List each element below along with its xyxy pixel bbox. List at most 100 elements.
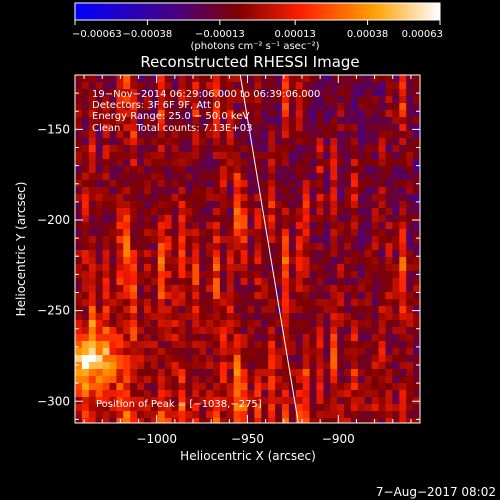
heatmap-cell (171, 103, 179, 111)
heatmap-cell (206, 236, 214, 244)
heatmap-cell (261, 201, 269, 209)
heatmap-cell (295, 397, 303, 405)
heatmap-cell (219, 383, 228, 391)
heatmap-cell (185, 418, 193, 423)
heatmap-cell (344, 222, 352, 230)
heatmap-cell (268, 341, 276, 349)
heatmap-cell (206, 362, 214, 370)
heatmap-cell (330, 187, 338, 195)
y-tick-label: −300 (37, 394, 70, 408)
heatmap-cell (288, 271, 297, 279)
heatmap-cell (351, 138, 359, 146)
heatmap-cell (130, 201, 138, 209)
heatmap-cell (261, 320, 269, 328)
heatmap-cell (144, 264, 152, 272)
heatmap-cell (109, 89, 117, 97)
heatmap-cell (102, 271, 110, 279)
heatmap-cell (309, 117, 317, 125)
heatmap-cell (282, 306, 290, 314)
heatmap-cell (371, 348, 379, 356)
heatmap-cell (81, 173, 90, 181)
heatmap-cell (75, 152, 83, 160)
heatmap-cell (330, 159, 338, 167)
heatmap-cell (357, 278, 366, 286)
heatmap-cell (233, 418, 241, 423)
heatmap-cell (261, 250, 269, 258)
heatmap-cell (261, 397, 269, 405)
heatmap-cell (178, 145, 186, 153)
heatmap-cell (406, 75, 414, 83)
heatmap-cell (130, 131, 138, 139)
heatmap-cell (226, 222, 234, 230)
heatmap-cell (378, 264, 386, 272)
heatmap-cell (123, 215, 131, 223)
heatmap-cell (282, 411, 290, 419)
heatmap-cell (309, 110, 317, 118)
heatmap-cell (81, 75, 90, 83)
heatmap-cell (268, 145, 276, 153)
heatmap-cell (130, 264, 138, 272)
heatmap-cell (254, 390, 262, 398)
heatmap-cell (164, 271, 172, 279)
heatmap-cell (88, 292, 96, 300)
heatmap-cell (102, 313, 110, 321)
heatmap-cell (150, 320, 159, 328)
heatmap-cell (385, 208, 393, 216)
heatmap-cell (413, 138, 420, 146)
heatmap-cell (164, 103, 172, 111)
heatmap-cell (123, 264, 131, 272)
heatmap-cell (130, 397, 138, 405)
heatmap-cell (351, 404, 359, 412)
heatmap-cell (330, 194, 338, 202)
heatmap-cell (385, 264, 393, 272)
heatmap-cell (295, 152, 303, 160)
heatmap-cell (137, 201, 145, 209)
heatmap-cell (275, 348, 283, 356)
heatmap-cell (413, 313, 420, 321)
heatmap-cell (109, 173, 117, 181)
heatmap-cell (385, 166, 393, 174)
heatmap-cell (357, 383, 366, 391)
heatmap-cell (226, 383, 234, 391)
heatmap-cell (351, 236, 359, 244)
heatmap-cell (206, 201, 214, 209)
heatmap-cell (109, 117, 117, 125)
heatmap-cell (192, 82, 200, 90)
heatmap-cell (102, 152, 110, 160)
heatmap-cell (275, 110, 283, 118)
heatmap-cell (116, 264, 124, 272)
heatmap-cell (130, 222, 138, 230)
heatmap-cell (206, 110, 214, 118)
heatmap-cell (95, 390, 103, 398)
heatmap-cell (385, 243, 393, 251)
heatmap-cell (399, 82, 407, 90)
heatmap-cell (144, 404, 152, 412)
heatmap-cell (413, 75, 420, 83)
heatmap-cell (240, 355, 248, 363)
heatmap-cell (413, 215, 420, 223)
heatmap-cell (316, 215, 324, 223)
heatmap-cell (240, 383, 248, 391)
heatmap-cell (192, 369, 200, 377)
heatmap-cell (268, 89, 276, 97)
heatmap-cell (413, 418, 420, 423)
heatmap-cell (199, 159, 207, 167)
heatmap-cell (282, 313, 290, 321)
heatmap-cell (116, 236, 124, 244)
heatmap-cell (164, 96, 172, 104)
heatmap-cell (109, 103, 117, 111)
heatmap-cell (351, 103, 359, 111)
heatmap-cell (309, 96, 317, 104)
heatmap-cell (323, 348, 331, 356)
heatmap-cell (392, 152, 400, 160)
heatmap-cell (144, 285, 152, 293)
heatmap-cell (295, 180, 303, 188)
heatmap-cell (413, 376, 420, 384)
heatmap-cell (219, 110, 228, 118)
heatmap-cell (275, 292, 283, 300)
heatmap-cell (81, 117, 90, 125)
heatmap-cell (178, 341, 186, 349)
heatmap-cell (261, 369, 269, 377)
heatmap-cell (206, 376, 214, 384)
heatmap-cell (95, 369, 103, 377)
